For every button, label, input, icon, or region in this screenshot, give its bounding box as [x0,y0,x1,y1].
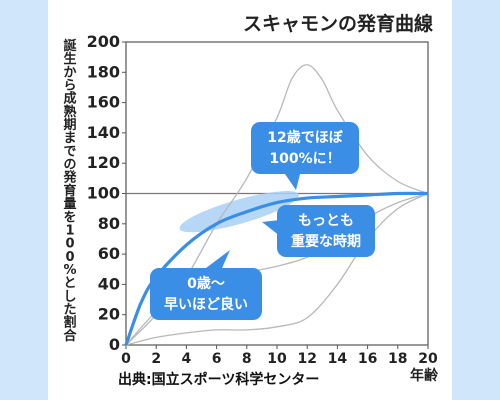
y-tick-label: 160 [87,93,120,112]
y-axis-label-char: し [63,289,76,304]
y-axis-label-char: の [63,158,76,173]
y-axis-label-char: 0 [65,237,74,252]
callout-box [251,122,359,174]
y-tick-label: 60 [98,244,120,263]
y-axis-label-char: 量 [63,197,76,212]
important-period-band [179,191,299,233]
y-tick-label: 120 [87,153,120,172]
callout-pointer [262,220,280,236]
y-axis-label-char: 生 [63,51,76,67]
y-axis-label-char: 期 [63,118,76,133]
y-tick-label: 80 [98,214,120,233]
x-tick-label: 18 [388,351,407,367]
callout-text: 100%に！ [269,151,340,167]
y-tick-label: 180 [87,62,120,81]
y-axis-label-char: 0 [65,250,74,265]
y-axis-label-char: 1 [65,223,74,238]
y-tick-label: 100 [87,184,120,203]
y-axis-label-char: ら [63,79,76,94]
x-tick-label: 10 [267,351,287,367]
x-tick-label: 4 [182,351,192,367]
y-tick-label: 140 [87,123,120,142]
callout-pointer [285,174,300,190]
x-tick-label: 2 [151,351,161,367]
callout-text: 重要な時期 [291,233,361,250]
y-tick-label: 200 [87,32,120,51]
x-tick-label: 8 [242,351,252,367]
callout-3: 0歳～ 早いほど良い [150,250,262,320]
x-tick-label: 20 [418,351,438,367]
y-tick-label: 40 [98,274,120,293]
callout-text: 12歳でほぼ [267,129,343,146]
y-axis-label-char: た [63,302,76,317]
y-axis-label-char: と [63,276,76,291]
y-axis-label-char: 発 [62,170,77,186]
y-axis-label-char: で [63,144,76,159]
callout-1: 12歳でほぼ 100%に！ [251,122,359,190]
callout-text: 0歳～ [187,275,225,292]
y-axis-label-char: 育 [63,183,76,199]
y-tick-label: 0 [109,335,120,354]
callout-box [150,268,262,320]
callout-box [277,205,375,257]
y-axis-label-char: ま [63,131,76,146]
x-axis-label: 年齢 [410,367,439,384]
y-axis-label-char: % [63,263,76,278]
background-curve-3 [125,192,429,346]
callout-pointer [206,250,230,268]
y-axis-label-char: 合 [63,328,77,344]
source-note: 出典:国立スポーツ科学センター [118,371,319,388]
y-axis-label-char: 割 [63,315,76,331]
y-axis-label-char: 熟 [63,104,76,120]
x-tick-label: 0 [121,351,131,367]
x-tick-label: 12 [297,351,316,367]
chart-title: スキャモンの発育曲線 [243,12,433,35]
callout-text: 早いほど良い [164,296,248,313]
y-tick-label: 20 [98,305,120,324]
callout-text: もっとも [298,213,354,229]
y-axis-label-char: か [63,65,76,80]
x-tick-label: 6 [212,351,222,367]
x-tick-label: 14 [328,351,348,367]
x-tick-label: 16 [358,351,377,367]
y-axis-label-char: を [63,210,76,225]
y-axis-label-char: 成 [63,91,76,107]
y-axis-label-char: 誕 [63,38,77,54]
